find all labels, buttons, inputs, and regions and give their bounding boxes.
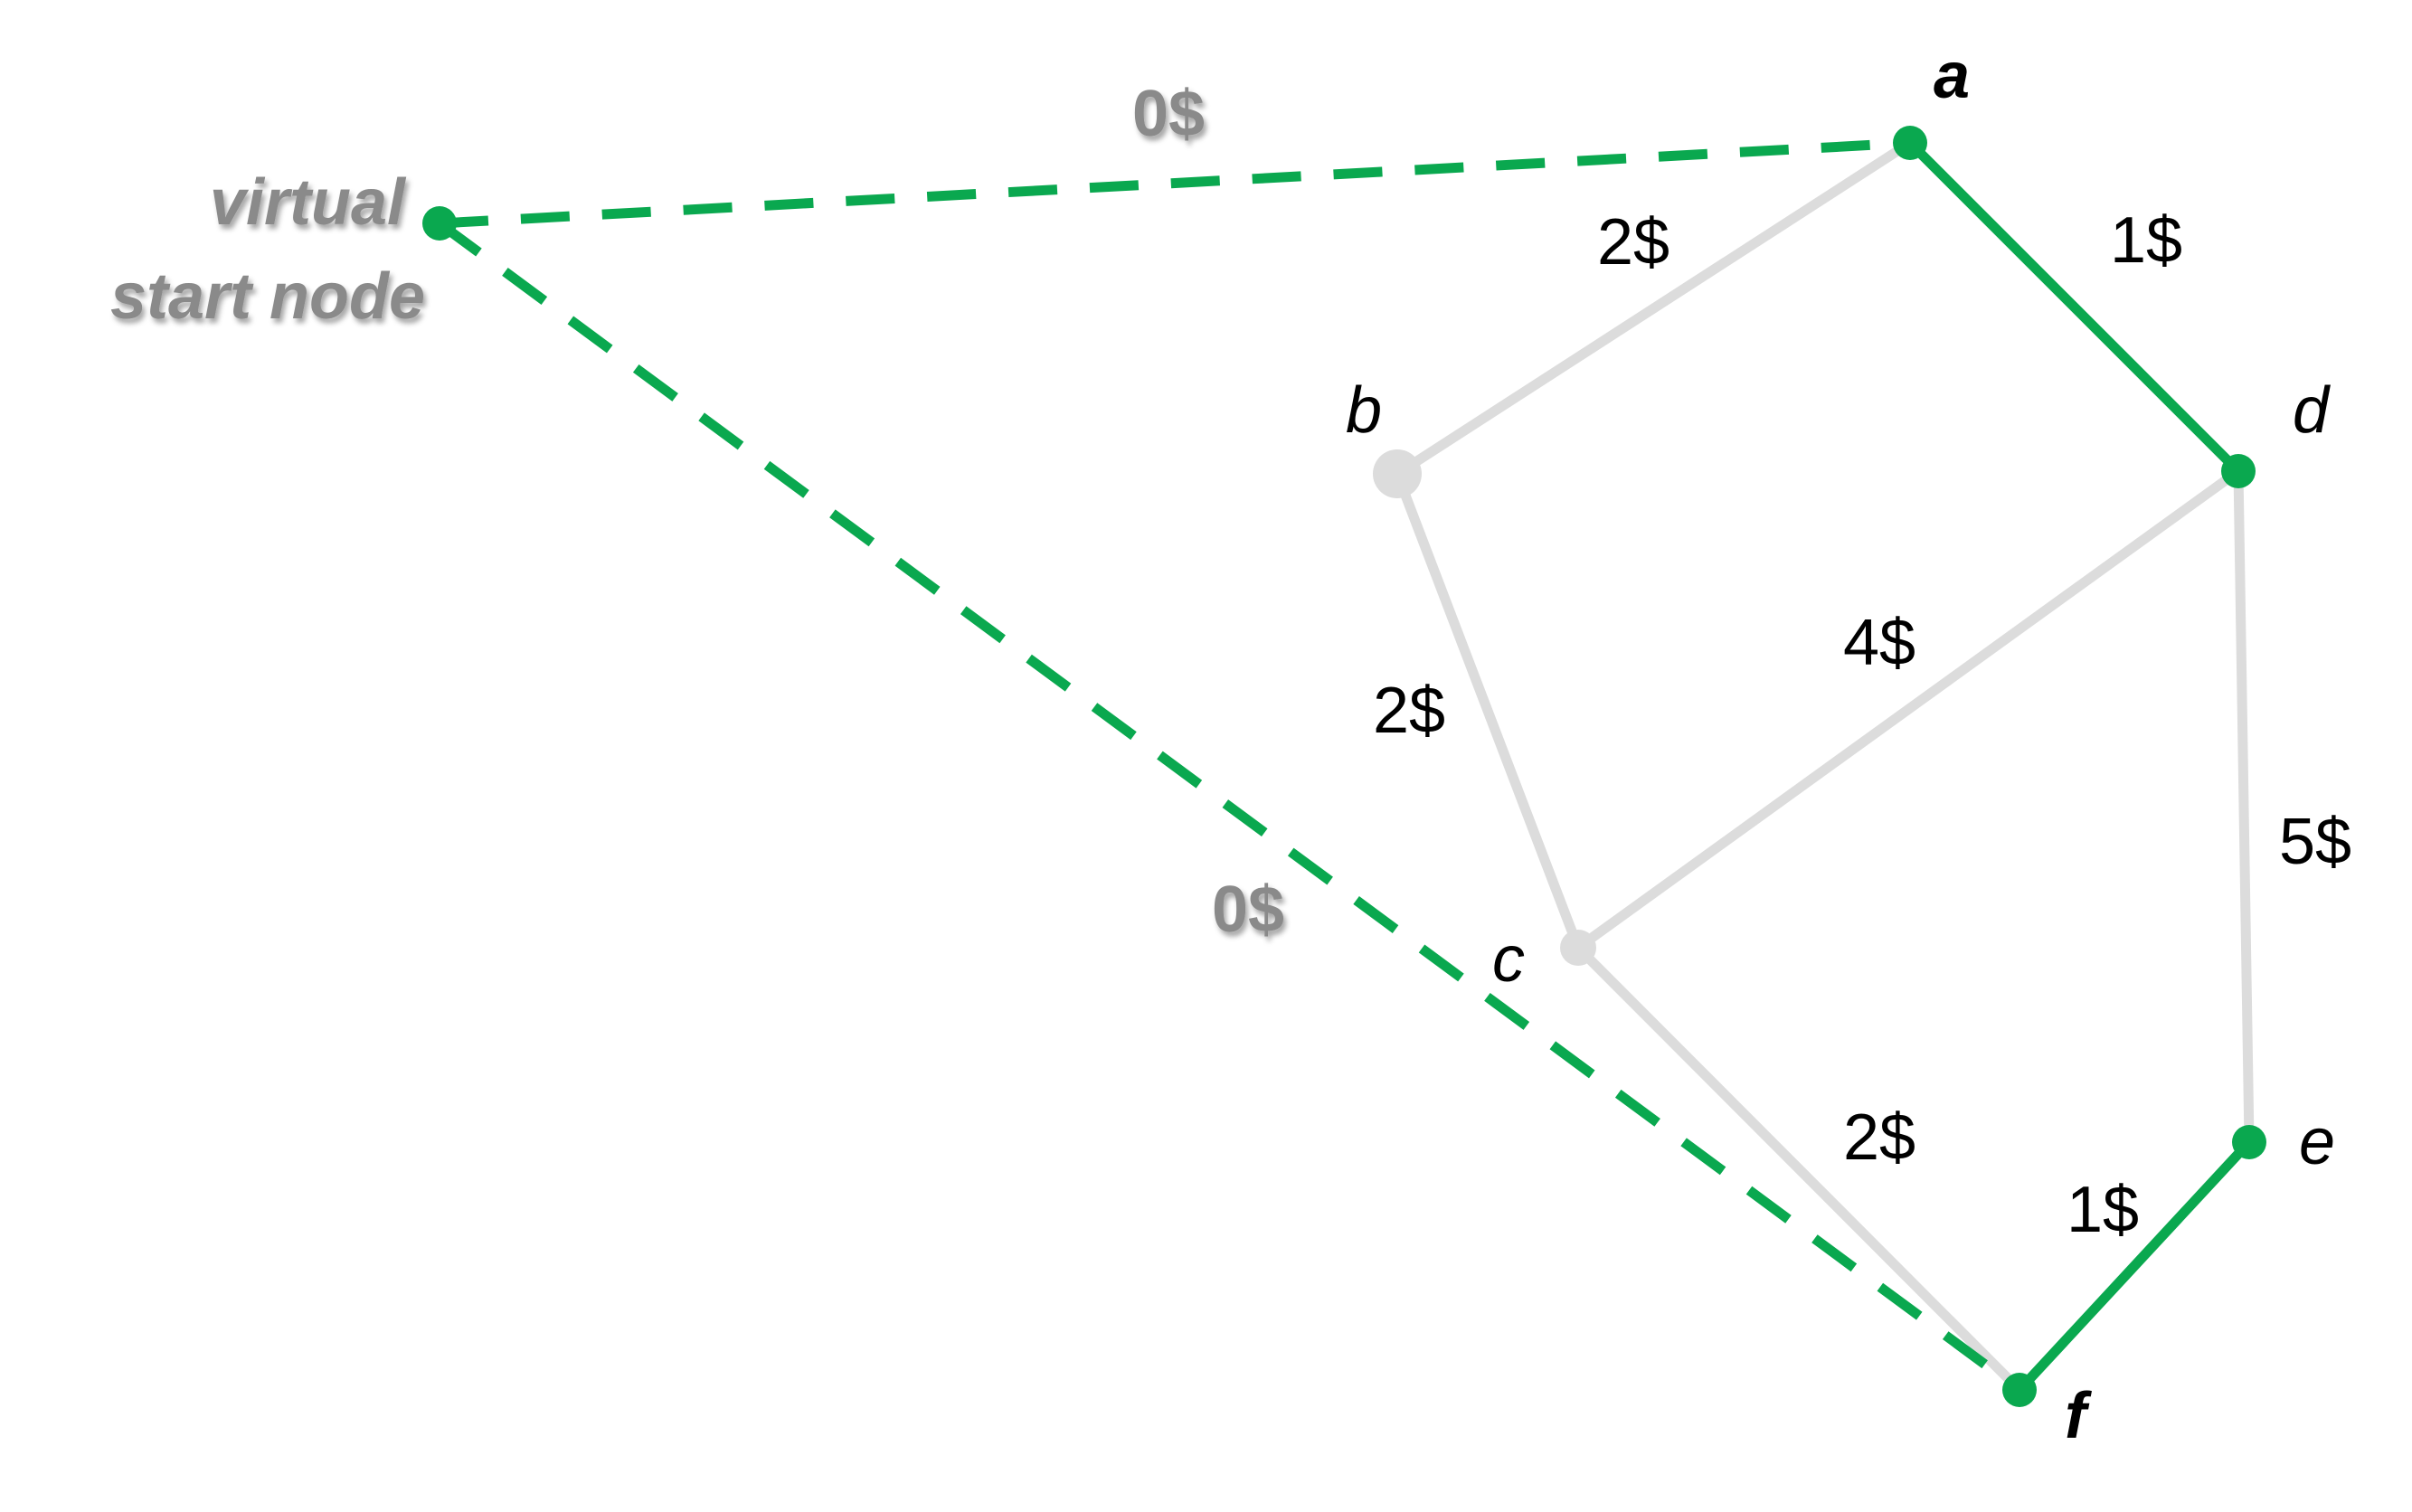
edge-d-e-cost: 5$ <box>2279 806 2351 878</box>
virtual-node-label-line2: start node <box>110 260 425 333</box>
edge-a-d-cost: 1$ <box>2110 204 2182 277</box>
node-b-label: b <box>1346 374 1382 447</box>
edge-c-d <box>1573 466 2244 953</box>
edge-a-b <box>1392 137 1915 479</box>
edge-virtual-a <box>439 137 1911 229</box>
edge-b-c <box>1392 468 1584 953</box>
edge-b-c-cost: 2$ <box>1373 675 1445 747</box>
node-c <box>1560 930 1596 966</box>
edge-virtual-f <box>436 219 2023 1394</box>
node-c-label: c <box>1492 923 1525 996</box>
edge-virtual-a-cost: 0$ <box>1132 78 1205 150</box>
node-b <box>1373 449 1422 498</box>
node-e <box>2232 1125 2266 1159</box>
edge-e-f <box>2014 1137 2255 1395</box>
edge-virtual-f-cost: 0$ <box>1212 874 1284 946</box>
edge-a-b-cost: 2$ <box>1597 206 1669 279</box>
node-e-label: e <box>2299 1106 2335 1178</box>
node-a <box>1893 126 1927 160</box>
node-virtual <box>422 206 457 241</box>
edge-e-f-cost: 1$ <box>2067 1174 2139 1246</box>
node-d-label: d <box>2293 374 2331 447</box>
edge-c-f-cost: 2$ <box>1843 1101 1915 1174</box>
edge-d-e <box>2233 466 2255 1148</box>
edge-c-f <box>1573 942 2025 1395</box>
virtual-node-label-line1: virtual <box>210 166 407 239</box>
edge-c-d-cost: 4$ <box>1843 607 1915 679</box>
node-d <box>2221 454 2256 488</box>
node-f-label: f <box>2065 1380 2092 1452</box>
edge-a-d <box>1905 137 2244 477</box>
node-a-label: a <box>1934 40 1970 112</box>
node-f <box>2002 1373 2037 1407</box>
